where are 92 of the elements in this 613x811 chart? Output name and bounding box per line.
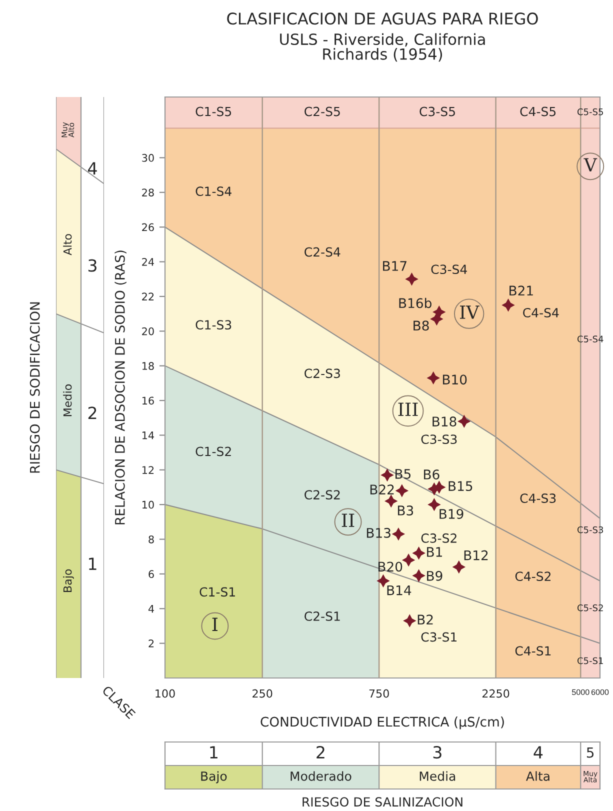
y-tick-label: 30 bbox=[142, 154, 154, 162]
annotation: B18 bbox=[432, 416, 456, 427]
annotation: B6 bbox=[424, 469, 440, 480]
y-tick-label: 4 bbox=[148, 604, 154, 613]
text: Alta bbox=[526, 771, 550, 781]
y-axis-title: RELACION DE ADSOCION DE SODIO (RAS) bbox=[114, 250, 126, 524]
annotation: C5-S4 bbox=[577, 336, 604, 342]
x-axis-title: CONDUCTIVIDAD ELECTRICA (µS/cm) bbox=[260, 716, 504, 730]
annotation: C1-S5 bbox=[196, 106, 232, 116]
y-tick-label: 2 bbox=[148, 640, 154, 648]
annotation: III bbox=[398, 402, 418, 416]
annotation: C2-S3 bbox=[304, 368, 340, 378]
text: Media bbox=[420, 771, 456, 781]
text: Medio bbox=[63, 384, 72, 416]
annotation: C2-S5 bbox=[304, 106, 340, 116]
annotation: IV bbox=[460, 306, 480, 319]
y-tick-label: 18 bbox=[142, 362, 154, 370]
x-tick-label: 100 bbox=[156, 689, 175, 698]
chart-subtitle: USLS - Riverside, California Richards (1954) bbox=[280, 33, 485, 62]
annotation: C4-S3 bbox=[520, 494, 556, 503]
y-tick-label: 12 bbox=[142, 466, 154, 474]
text: Bajo bbox=[63, 569, 74, 592]
annotation: B21 bbox=[510, 286, 533, 296]
text: 1 bbox=[210, 746, 218, 758]
x-tick-label: 750 bbox=[369, 689, 389, 698]
text: 3 bbox=[433, 746, 442, 759]
annotation: B10 bbox=[442, 374, 467, 385]
y-tick-label: 16 bbox=[142, 396, 154, 405]
y-tick-label: 14 bbox=[142, 432, 154, 440]
text: 2 bbox=[88, 406, 96, 419]
text: Alto bbox=[63, 234, 72, 256]
annotation: B5 bbox=[395, 469, 410, 479]
annotation: B17 bbox=[383, 261, 406, 271]
chart-title: CLASIFICACION DE AGUAS PARA RIEGO bbox=[227, 12, 538, 25]
y-tick-label: 8 bbox=[148, 535, 154, 544]
x-tick-label: 250 bbox=[252, 689, 272, 698]
annotation: C4-S5 bbox=[520, 106, 556, 116]
text: RIESGO DE SODIFICACION bbox=[30, 302, 40, 473]
y-tick-label: 28 bbox=[142, 188, 154, 196]
annotation: B14 bbox=[387, 585, 412, 596]
annotation: C3-S1 bbox=[421, 632, 457, 642]
annotation: B22 bbox=[370, 484, 394, 494]
annotation: C3-S2 bbox=[421, 533, 456, 543]
x-tick-label: 2250 bbox=[482, 689, 510, 698]
annotation: I bbox=[212, 618, 218, 631]
annotation: B19 bbox=[440, 508, 464, 519]
annotation: B9 bbox=[427, 570, 442, 581]
annotation: II bbox=[342, 514, 354, 527]
y-tick-label: 10 bbox=[142, 500, 154, 509]
text: 1 bbox=[89, 558, 96, 570]
annotation: C1-S2 bbox=[196, 446, 231, 456]
annotation: C1-S3 bbox=[196, 320, 232, 330]
annotation: B13 bbox=[366, 528, 390, 538]
annotation: B8 bbox=[414, 320, 429, 331]
annotation: C2-S1 bbox=[304, 611, 340, 621]
annotation: C3-S5 bbox=[420, 106, 455, 116]
annotation: C3-S3 bbox=[421, 434, 457, 444]
annotation: C2-S2 bbox=[304, 490, 340, 500]
text: RIESGO DE SALINIZACION bbox=[302, 797, 462, 807]
annotation: B2 bbox=[418, 614, 433, 624]
text: Moderado bbox=[290, 771, 352, 781]
y-tick-label: 26 bbox=[142, 223, 154, 232]
annotation: C4-S4 bbox=[523, 308, 559, 318]
text: 4 bbox=[88, 162, 97, 174]
annotation: B20 bbox=[378, 562, 402, 572]
annotation: C4-S1 bbox=[515, 646, 551, 656]
annotation: C1-S1 bbox=[200, 587, 235, 597]
annotation: B3 bbox=[398, 506, 414, 516]
text: 2 bbox=[316, 746, 324, 758]
annotation: B15 bbox=[448, 481, 472, 492]
x-tick-label: 5000 bbox=[572, 689, 590, 696]
y-tick-label: 20 bbox=[142, 327, 154, 336]
annotation: B12 bbox=[464, 550, 488, 560]
annotation: B1 bbox=[427, 547, 442, 557]
annotation: B16b bbox=[399, 298, 432, 308]
annotation: C5-S3 bbox=[577, 526, 604, 534]
text: Bajo bbox=[201, 771, 227, 784]
annotation: C4-S2 bbox=[515, 572, 550, 582]
y-tick-label: 6 bbox=[148, 570, 154, 578]
annotation: C5-S5 bbox=[577, 108, 603, 116]
annotation: V bbox=[584, 158, 598, 172]
y-tick-label: 22 bbox=[142, 292, 154, 300]
text: 3 bbox=[88, 259, 96, 272]
annotation: C5-S1 bbox=[577, 657, 603, 664]
x-tick-label: 6000 bbox=[591, 689, 609, 696]
text: 4 bbox=[534, 746, 543, 758]
annotation: C1-S4 bbox=[196, 186, 232, 196]
annotation: C5-S2 bbox=[577, 604, 603, 612]
annotation: C2-S4 bbox=[304, 247, 340, 257]
annotation: C3-S4 bbox=[431, 264, 467, 274]
text: 5 bbox=[586, 747, 594, 758]
y-tick-label: 24 bbox=[142, 258, 154, 266]
